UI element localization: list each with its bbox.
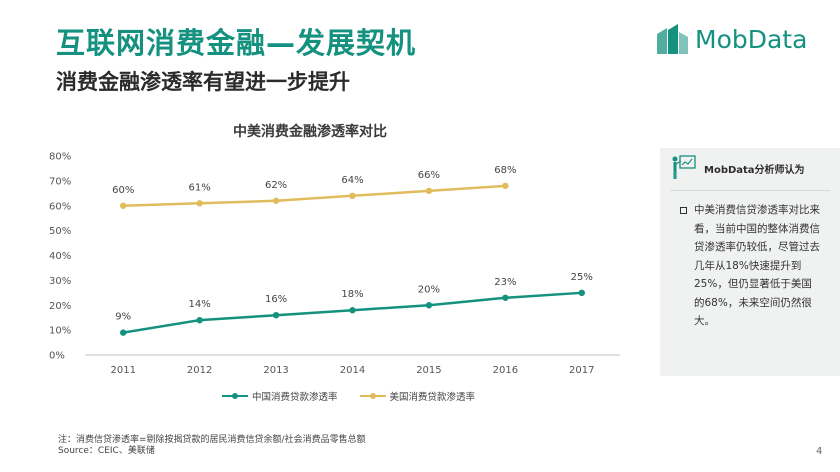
data-label: 61% — [189, 182, 211, 193]
footnote-definition: 注：消费信贷渗透率=剔除按揭贷款的居民消费信贷余额/社会消费品零售总额 — [58, 435, 366, 445]
y-tick-label: 0% — [49, 351, 65, 362]
mobdata-logo-icon — [657, 24, 688, 54]
y-tick-label: 50% — [49, 226, 71, 237]
y-tick-label: 60% — [49, 201, 71, 212]
data-label: 20% — [418, 284, 440, 295]
x-tick-label: 2013 — [263, 365, 288, 376]
page-number: 4 — [816, 446, 823, 457]
y-tick-label: 10% — [49, 326, 71, 337]
data-label: 25% — [571, 272, 593, 283]
page-title: 互联网消费金融—发展契机 — [56, 26, 417, 60]
footnote-source: Source：CEIC、美联储 — [58, 446, 155, 456]
analyst-panel-body: 中美消费信贷渗透率对比来看，当前中国的整体消费信贷渗透率仍较低，尽管过去几年从1… — [694, 204, 820, 327]
data-label: 16% — [265, 294, 287, 305]
x-tick-label: 2011 — [110, 365, 135, 376]
data-point — [578, 289, 585, 297]
analyst-panel-divider — [670, 190, 830, 191]
y-tick-label: 80% — [49, 152, 71, 163]
brand-logo: MobData — [655, 22, 807, 56]
data-label: 66% — [418, 170, 440, 181]
data-point — [349, 192, 356, 199]
analyst-panel-header: MobData分析师认为 — [660, 148, 840, 188]
data-point — [196, 200, 203, 207]
legend-item-china: 中国消费贷款渗透率 — [222, 389, 338, 403]
analyst-presentation-icon — [672, 155, 696, 179]
y-tick-label: 30% — [49, 276, 71, 287]
analyst-panel-heading: MobData分析师认为 — [704, 164, 805, 176]
legend-label-us: 美国消费贷款渗透率 — [389, 392, 476, 403]
footnote: 注：消费信贷渗透率=剔除按揭贷款的居民消费信贷余额/社会消费品零售总额 Sour… — [58, 435, 366, 457]
chart-legend: 中国消费贷款渗透率 美国消费贷款渗透率 — [222, 389, 497, 403]
data-point — [196, 316, 203, 324]
data-point — [502, 182, 509, 190]
data-label: 60% — [112, 185, 134, 196]
data-label: 9% — [115, 312, 131, 323]
data-label: 14% — [189, 299, 211, 310]
data-point — [120, 202, 127, 209]
data-point — [425, 187, 433, 195]
y-tick-label: 20% — [49, 301, 71, 312]
legend-label-china: 中国消费贷款渗透率 — [252, 392, 338, 403]
line-chart: 0% 10% 20% 30% 40% 50% 60% 70% 80% 2011 2012 2013 20… — [49, 152, 620, 376]
y-tick-label: 40% — [49, 251, 71, 262]
data-point — [120, 329, 127, 336]
data-point — [502, 294, 509, 301]
data-point — [272, 312, 280, 319]
legend-item-us: 美国消费贷款渗透率 — [359, 389, 476, 403]
page-subtitle: 消费金融渗透率有望进一步提升 — [56, 70, 350, 94]
chart-title: 中美消费金融渗透率对比 — [233, 124, 387, 140]
series-line-1 — [123, 184, 506, 207]
analyst-panel: MobData分析师认为 中美消费信贷渗透率对比来看，当前中国的整体消费信贷渗透… — [660, 148, 840, 376]
data-label: 18% — [341, 289, 363, 300]
x-tick-label: 2014 — [340, 365, 365, 376]
data-label: 62% — [265, 180, 287, 191]
bullet-square-icon — [680, 207, 687, 214]
x-tick-label: 2017 — [569, 365, 594, 376]
data-point — [425, 302, 433, 309]
x-tick-label: 2015 — [416, 365, 441, 376]
y-tick-label: 70% — [49, 176, 71, 187]
x-tick-label: 2012 — [187, 365, 212, 376]
brand-logo-text: MobData — [695, 24, 808, 54]
data-point — [272, 197, 280, 204]
x-tick-label: 2016 — [493, 365, 518, 376]
data-label: 68% — [494, 165, 516, 176]
data-label: 64% — [341, 175, 363, 186]
data-label: 23% — [494, 277, 516, 288]
data-point — [349, 307, 356, 314]
